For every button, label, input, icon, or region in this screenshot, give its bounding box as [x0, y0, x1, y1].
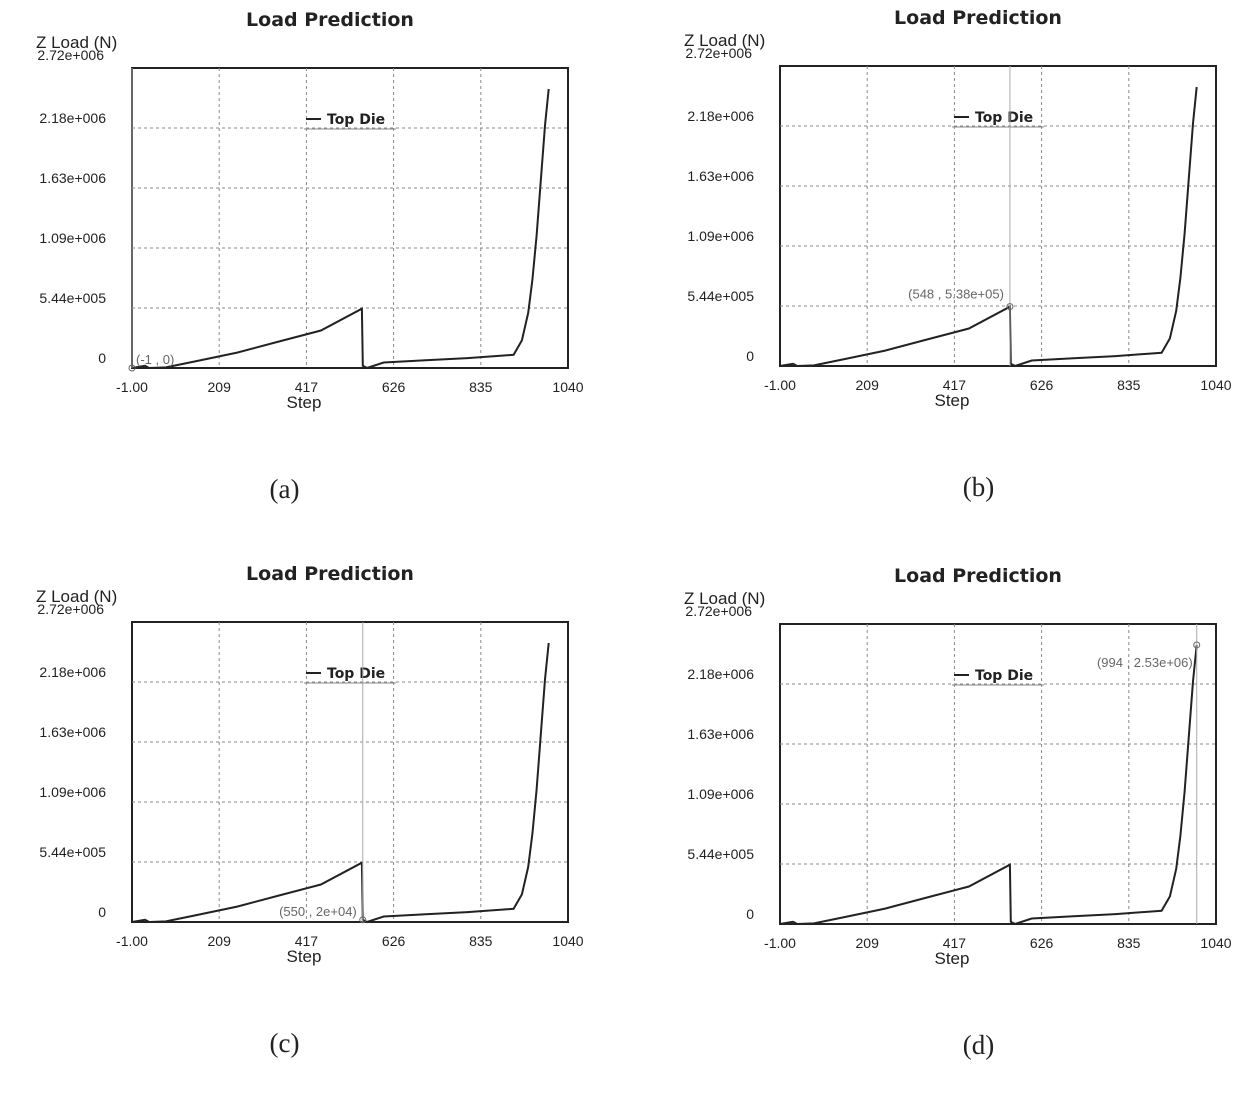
x-axis-label: Step [287, 947, 322, 966]
plot-frame [131, 621, 569, 923]
plot-frame [779, 65, 1217, 367]
y-tick-label: 1.09e+006 [39, 784, 106, 800]
probe-readout: (994 , 2.53e+06) [1097, 655, 1193, 670]
x-tick-label: 209 [856, 935, 880, 951]
x-tick-label: -1.00 [116, 379, 148, 395]
x-tick-label: 626 [382, 379, 406, 395]
y-axis-label: Z Load (N) [36, 587, 117, 606]
x-tick-label: 835 [469, 379, 493, 395]
y-tick-label: 2.72e+006 [685, 45, 752, 61]
legend-entry: Top Die [975, 110, 1033, 126]
y-axis-label: Z Load (N) [684, 31, 765, 50]
x-tick-label: 626 [382, 933, 406, 949]
probe-readout: (-1 , 0) [136, 352, 174, 367]
x-tick-label: -1.00 [116, 933, 148, 949]
load-chart: Load Prediction Z Load (N) 0 5.44e+005 1.09e… [36, 9, 584, 412]
chart-panel: Load Prediction Z Load (N) 0 5.44e+005 1.09e… [0, 554, 625, 1092]
x-tick-label: -1.00 [764, 377, 796, 393]
probe-marker [1006, 303, 1014, 311]
x-tick-label: 209 [208, 933, 232, 949]
probe-marker [359, 916, 367, 924]
y-tick-label: 2.72e+006 [685, 603, 752, 619]
y-tick-label: 1.63e+006 [687, 726, 754, 742]
y-axis-label: Z Load (N) [36, 33, 117, 52]
x-axis-label: Step [935, 949, 970, 968]
y-tick-label: 5.44e+005 [687, 288, 754, 304]
probe-marker [128, 364, 136, 372]
y-tick-label: 0 [98, 350, 106, 366]
legend-entry: Top Die [327, 112, 385, 128]
y-tick-label: 2.72e+006 [37, 601, 104, 617]
y-tick-label: 5.44e+005 [39, 290, 106, 306]
load-chart: Load Prediction Z Load (N) 0 5.44e+005 1.09e… [684, 7, 1232, 410]
x-tick-label: 417 [295, 379, 319, 395]
y-tick-label: 0 [746, 906, 754, 922]
x-tick-label: -1.00 [764, 935, 796, 951]
x-tick-label: 835 [1117, 935, 1141, 951]
chart-title: Load Prediction [246, 9, 414, 31]
chart-panel: Load Prediction Z Load (N) 0 5.44e+005 1.09e… [0, 0, 625, 538]
y-tick-label: 1.09e+006 [687, 228, 754, 244]
legend-entry: Top Die [327, 666, 385, 682]
probe-readout: (548 , 5.38e+05) [908, 287, 1004, 302]
x-tick-label: 209 [208, 379, 232, 395]
series-line-top-die [131, 88, 550, 370]
y-tick-label: 1.63e+006 [687, 168, 754, 184]
probe-marker [1193, 641, 1201, 649]
panel-label: (c) [269, 1028, 300, 1058]
x-axis-label: Step [935, 391, 970, 410]
series-line-top-die [779, 644, 1198, 926]
y-tick-label: 1.09e+006 [687, 786, 754, 802]
chart-title: Load Prediction [894, 7, 1062, 29]
x-tick-label: 209 [856, 377, 880, 393]
x-tick-label: 417 [295, 933, 319, 949]
y-tick-label: 0 [746, 348, 754, 364]
probe-readout: (550 , 2e+04) [279, 904, 357, 919]
x-tick-label: 626 [1030, 935, 1054, 951]
y-axis-label: Z Load (N) [684, 589, 765, 608]
y-tick-label: 1.63e+006 [39, 724, 106, 740]
x-tick-label: 626 [1030, 377, 1054, 393]
y-tick-label: 2.72e+006 [37, 47, 104, 63]
x-tick-label: 1040 [552, 933, 583, 949]
load-chart: Load Prediction Z Load (N) 0 5.44e+005 1.09e… [36, 563, 584, 966]
x-tick-label: 1040 [1200, 935, 1231, 951]
legend-entry: Top Die [975, 668, 1033, 684]
x-tick-label: 1040 [552, 379, 583, 395]
y-tick-label: 1.63e+006 [39, 170, 106, 186]
y-tick-label: 1.09e+006 [39, 230, 106, 246]
x-axis-label: Step [287, 393, 322, 412]
x-tick-label: 835 [1117, 377, 1141, 393]
y-tick-label: 0 [98, 904, 106, 920]
y-tick-label: 5.44e+005 [687, 846, 754, 862]
chart-panel: Load Prediction Z Load (N) 0 5.44e+005 1.09e… [648, 0, 1251, 536]
load-chart: Load Prediction Z Load (N) 0 5.44e+005 1.09e… [684, 565, 1232, 968]
panel-label: (a) [269, 474, 300, 504]
series-line-top-die [131, 642, 550, 924]
x-tick-label: 1040 [1200, 377, 1231, 393]
chart-title: Load Prediction [246, 563, 414, 585]
chart-panel: Load Prediction Z Load (N) 0 5.44e+005 1.09e… [648, 556, 1251, 1094]
series-line-top-die [779, 86, 1198, 368]
panel-label: (d) [962, 1030, 995, 1060]
x-tick-label: 417 [943, 377, 967, 393]
panel-label: (b) [962, 472, 995, 502]
x-tick-label: 835 [469, 933, 493, 949]
plot-frame [131, 67, 569, 369]
y-tick-label: 2.18e+006 [39, 664, 106, 680]
y-tick-label: 2.18e+006 [687, 108, 754, 124]
y-tick-label: 2.18e+006 [39, 110, 106, 126]
x-tick-label: 417 [943, 935, 967, 951]
y-tick-label: 5.44e+005 [39, 844, 106, 860]
plot-frame [779, 623, 1217, 925]
chart-title: Load Prediction [894, 565, 1062, 587]
y-tick-label: 2.18e+006 [687, 666, 754, 682]
